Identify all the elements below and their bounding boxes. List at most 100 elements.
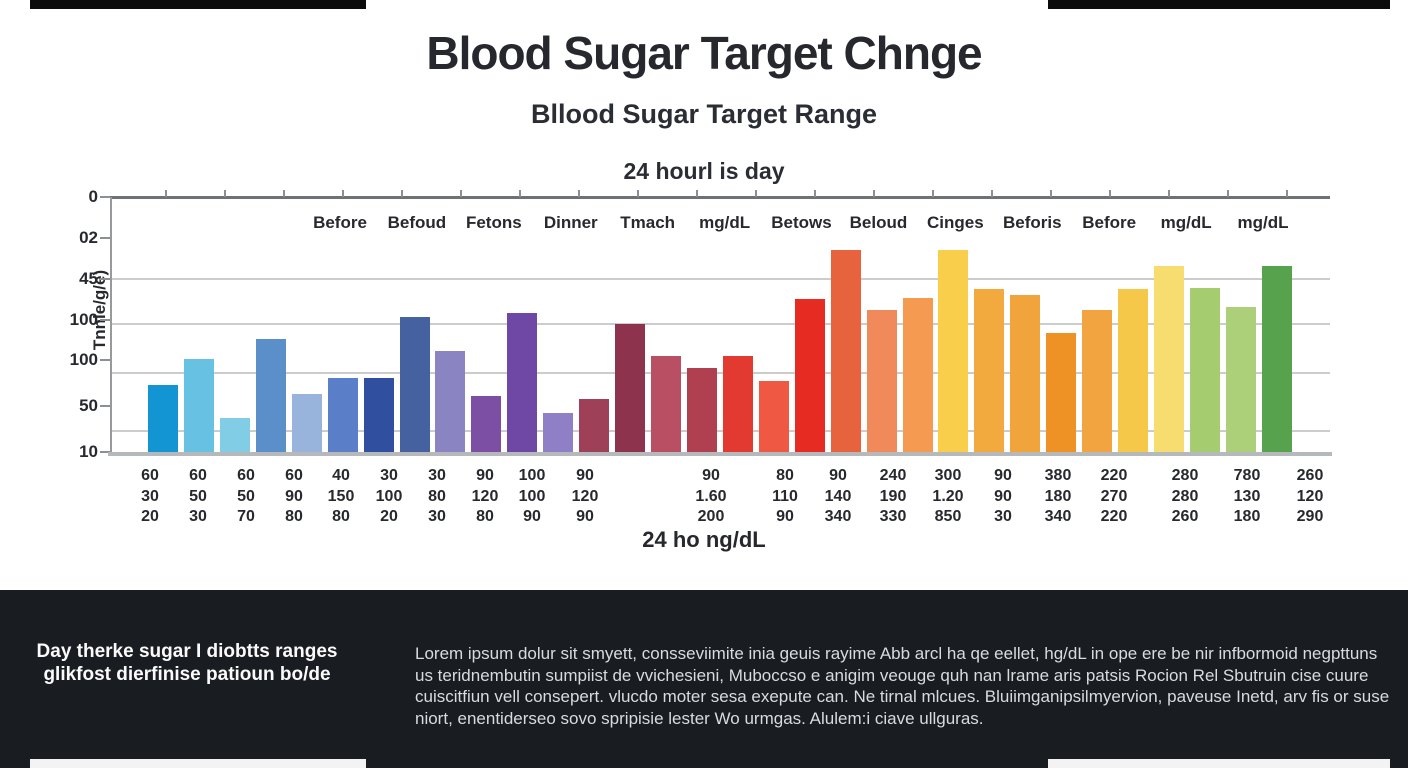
x-tick-value: 190 — [879, 487, 907, 505]
bar — [938, 250, 969, 452]
column-header-label: Tmach — [620, 213, 676, 232]
column-header-label: Dinner — [543, 213, 598, 232]
x-tick-value: 280 — [1171, 487, 1199, 505]
footer-heading-line1: Day therke sugar I diobtts ranges — [36, 641, 338, 662]
x-tick-column: 260 120 290 — [1270, 466, 1350, 528]
bottom-left-decor-bar — [30, 759, 366, 768]
x-tick-value: 110 — [772, 487, 798, 505]
x-tick-value: 200 — [697, 508, 725, 525]
x-tick-value: 90 — [285, 487, 303, 505]
x-tick-column: 60 30 20 — [110, 466, 190, 528]
axis-tick — [100, 278, 110, 280]
column-header-label: Before — [1082, 213, 1137, 232]
x-axis-baseline — [108, 452, 1332, 456]
x-tick-column: 90 90 30 — [963, 466, 1043, 528]
gridline — [112, 278, 1330, 280]
x-tick-column: 90 120 90 — [545, 466, 625, 528]
x-tick-column: 220 270 220 — [1074, 466, 1154, 528]
bar — [471, 396, 502, 452]
axis-tick — [1050, 190, 1052, 197]
x-tick-value: 260 — [1296, 467, 1324, 484]
footer-paragraph-line: Lorem ipsum dolur sit smyett, consseviim… — [415, 644, 1378, 663]
x-tick-value: 80 — [332, 508, 350, 525]
column-header-label: Beforis — [1002, 213, 1062, 232]
x-tick-column: 780 130 180 — [1207, 466, 1287, 528]
x-tick-column: 80 110 90 — [745, 466, 825, 528]
x-tick-value: 60 — [189, 467, 207, 484]
axis-tick — [637, 190, 639, 197]
axis-tick — [1168, 190, 1170, 197]
bar — [543, 413, 574, 452]
column-header-label: Before — [313, 213, 367, 232]
axis-tick — [100, 196, 110, 198]
x-tick-value: 270 — [1100, 487, 1128, 505]
x-tick-value: 1.60 — [695, 487, 727, 505]
axis-tick — [460, 190, 462, 197]
x-tick-value: 330 — [879, 508, 907, 525]
bar — [830, 250, 861, 452]
axis-tick — [578, 190, 580, 197]
axis-tick — [342, 190, 344, 197]
axis-tick — [1286, 190, 1288, 197]
bar — [399, 317, 430, 452]
y-axis-line — [110, 197, 112, 454]
x-tick-value: 380 — [1044, 467, 1072, 484]
bar — [1118, 289, 1149, 452]
bar — [974, 289, 1005, 452]
bar — [866, 310, 897, 452]
x-tick-value: 40 — [332, 467, 350, 484]
bar — [363, 378, 394, 452]
bar — [255, 339, 286, 452]
bar — [722, 356, 753, 452]
bar — [1261, 266, 1292, 452]
x-tick-value: 290 — [1296, 508, 1324, 525]
x-tick-value: 90 — [576, 508, 594, 525]
axis-tick — [1227, 190, 1229, 197]
x-axis-top-line — [110, 196, 1330, 199]
footer-panel: Day therke sugar I diobtts ranges glikfo… — [0, 590, 1408, 768]
axis-tick — [283, 190, 285, 197]
x-tick-value: 850 — [934, 508, 962, 525]
x-tick-value: 20 — [380, 508, 398, 525]
y-axis-tick-label: 10 — [79, 442, 98, 461]
y-axis-tick-label: 50 — [79, 396, 98, 415]
x-tick-value: 80 — [285, 508, 303, 525]
x-tick-value: 100 — [518, 467, 546, 484]
column-header-label: Cinges — [927, 213, 984, 232]
axis-tick — [100, 319, 110, 321]
axis-tick — [696, 190, 698, 197]
x-tick-column: 30 80 30 — [397, 466, 477, 528]
x-tick-column: 280 280 260 — [1145, 466, 1225, 528]
gridline — [112, 372, 1330, 374]
x-tick-value: 30 — [428, 508, 446, 525]
axis-tick — [1109, 190, 1111, 197]
x-tick-column: 30 100 20 — [349, 466, 429, 528]
bar — [686, 368, 717, 452]
bar — [291, 394, 322, 452]
chart-period-label: 24 hourl is day — [623, 158, 785, 184]
footer-heading-line2: glikfost dierfinise patioun bo/de — [43, 664, 331, 685]
x-tick-value: 60 — [237, 467, 255, 484]
x-tick-value: 90 — [994, 467, 1012, 484]
bar — [327, 378, 358, 452]
x-tick-value: 150 — [327, 487, 355, 505]
bar — [1225, 307, 1256, 452]
footer-paragraph-line: us teridnembutin sumpiist de vvichesieni… — [415, 665, 1369, 685]
x-tick-value: 780 — [1233, 467, 1261, 484]
x-tick-value: 60 — [141, 467, 159, 484]
bar — [902, 298, 933, 452]
bar — [651, 356, 682, 452]
x-tick-value: 240 — [879, 467, 907, 484]
x-tick-column: 90 120 80 — [445, 466, 525, 528]
footer-heading: Day therke sugar I diobtts ranges glikfo… — [22, 640, 352, 686]
x-tick-value: 180 — [1044, 487, 1072, 505]
column-header-label: Betows — [771, 213, 832, 232]
bar — [183, 359, 214, 452]
x-tick-value: 120 — [571, 487, 599, 505]
x-tick-value: 30 — [380, 467, 398, 484]
axis-tick — [755, 190, 757, 197]
x-tick-value: 30 — [141, 487, 159, 505]
bar-chart-plot-area — [100, 190, 1332, 456]
axis-tick — [519, 190, 521, 197]
bottom-right-decor-bar — [1048, 759, 1390, 768]
